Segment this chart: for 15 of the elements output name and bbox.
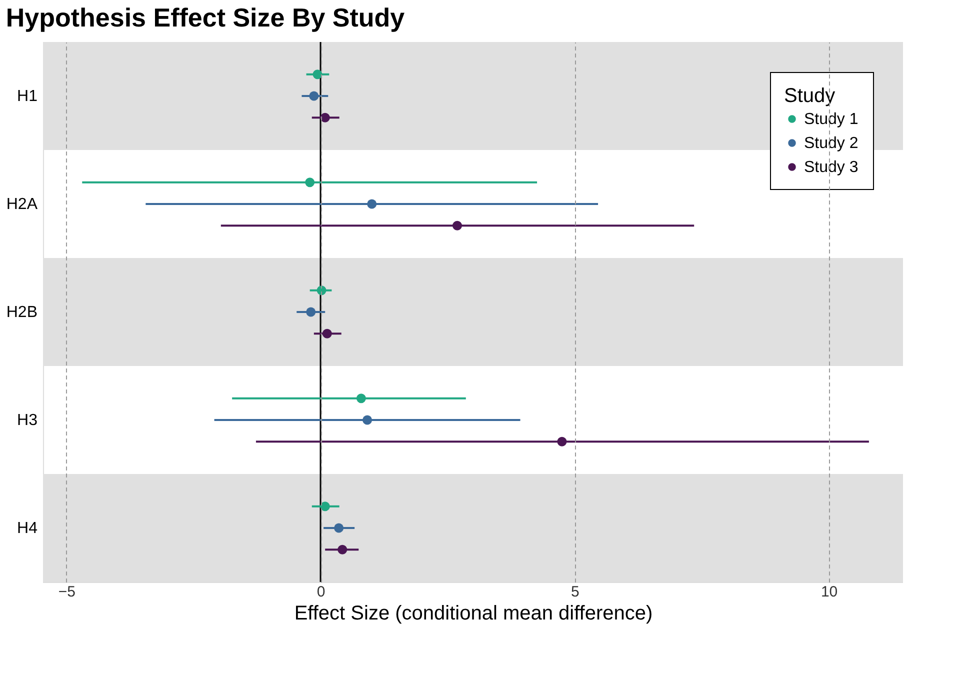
y-tick-label: H1 (17, 88, 38, 105)
x-axis-title: Effect Size (conditional mean difference) (294, 602, 653, 624)
y-tick-label: H3 (17, 412, 38, 429)
x-tick-label: 10 (820, 584, 838, 600)
legend-label: Study 2 (804, 135, 858, 152)
chart-title: Hypothesis Effect Size By Study (6, 2, 406, 32)
legend-title: Study (784, 85, 836, 107)
legend-label: Study 1 (804, 111, 858, 128)
y-tick-label: H4 (17, 520, 38, 537)
x-tick-label: 5 (570, 584, 580, 600)
y-tick-label: H2B (6, 304, 38, 321)
x-tick-label: −5 (58, 584, 76, 600)
x-tick-label: 0 (316, 584, 326, 600)
legend-label: Study 3 (804, 159, 858, 176)
y-tick-label: H2A (6, 196, 38, 213)
